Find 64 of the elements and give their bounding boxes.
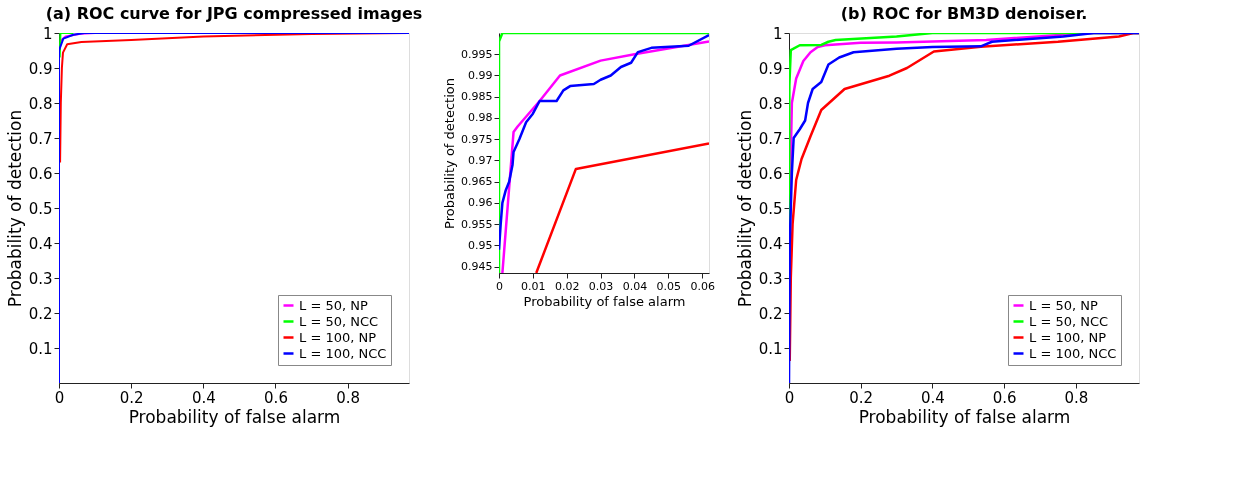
- x-axis-title: Probability of false alarm: [128, 406, 341, 427]
- y-tick-label: 0.3: [758, 269, 783, 288]
- y-tick-label: 0.9: [28, 59, 53, 78]
- y-tick-label: 0.1: [758, 339, 783, 358]
- y-tick-label: 0.97: [468, 153, 493, 167]
- x-tick-label: 0.4: [191, 388, 216, 407]
- legend-label: L = 50, NP: [299, 297, 368, 313]
- y-tick-label: 0.95: [468, 238, 493, 252]
- chart-title: (b) ROC for BM3D denoiser.: [840, 4, 1088, 23]
- y-tick-label: 0.995: [461, 47, 493, 61]
- x-tick-label: 0.8: [336, 388, 361, 407]
- y-tick-label: 0.5: [758, 199, 783, 218]
- legend-label: L = 50, NCC: [1029, 313, 1109, 329]
- y-axis-title: Probability of detection: [442, 78, 458, 229]
- x-tick-label: 0.06: [690, 279, 715, 293]
- x-tick-label: 0.01: [521, 279, 546, 293]
- y-tick-label: 0.2: [758, 304, 783, 323]
- y-tick-label: 1: [772, 24, 783, 43]
- x-tick-label: 0: [496, 279, 503, 293]
- x-tick-label: 0: [784, 388, 795, 407]
- y-tick-label: 0.5: [28, 199, 53, 218]
- y-tick-label: 0.7: [758, 129, 783, 148]
- y-tick-label: 0.955: [461, 217, 493, 231]
- chart-title: (a) ROC curve for JPG compressed images: [45, 4, 423, 23]
- x-tick-label: 0.05: [656, 279, 682, 293]
- y-tick-label: 0.965: [461, 175, 493, 189]
- x-tick-label: 0.6: [264, 388, 288, 407]
- x-tick-label: 0.8: [1064, 388, 1089, 407]
- x-tick-label: 0.2: [119, 388, 144, 407]
- y-tick-label: 0.8: [28, 94, 53, 113]
- y-tick-label: 0.945: [461, 260, 493, 274]
- y-tick-label: 0.4: [28, 234, 53, 253]
- y-tick-label: 0.99: [468, 68, 493, 82]
- legend-label: L = 50, NCC: [299, 313, 379, 329]
- x-tick-label: 0.2: [849, 388, 874, 407]
- legend-label: L = 100, NCC: [1029, 345, 1117, 361]
- y-tick-label: 0.6: [758, 164, 783, 183]
- x-tick-label: 0.03: [588, 279, 614, 293]
- y-tick-label: 0.985: [461, 90, 493, 104]
- y-axis-title: Probability of detection: [4, 109, 25, 308]
- y-tick-label: 0.4: [758, 234, 783, 253]
- y-tick-label: 0.6: [28, 164, 53, 183]
- y-tick-label: 1: [42, 24, 53, 43]
- y-tick-label: 0.975: [461, 132, 493, 146]
- x-tick-label: 0.02: [554, 279, 580, 293]
- legend-label: L = 50, NP: [1029, 297, 1098, 313]
- legend-label: L = 100, NP: [1029, 329, 1107, 345]
- x-tick-label: 0: [54, 388, 65, 407]
- x-tick-label: 0.4: [921, 388, 945, 407]
- y-tick-label: 0.3: [28, 269, 53, 288]
- legend-label: L = 100, NCC: [299, 345, 387, 361]
- x-axis-title: Probability of false alarm: [858, 406, 1071, 427]
- y-tick-label: 0.2: [28, 304, 53, 323]
- y-tick-label: 0.98: [468, 111, 493, 125]
- y-tick-label: 0.7: [28, 129, 53, 148]
- y-tick-label: 0.1: [28, 339, 53, 358]
- x-tick-label: 0.6: [992, 388, 1017, 407]
- x-tick-label: 0.04: [622, 279, 648, 293]
- x-axis-title: Probability of false alarm: [523, 293, 686, 309]
- y-tick-label: 0.9: [758, 59, 783, 78]
- y-axis-title: Probability of detection: [734, 109, 755, 308]
- y-tick-label: 0.96: [468, 196, 493, 210]
- legend-label: L = 100, NP: [299, 329, 377, 345]
- y-tick-label: 0.8: [758, 94, 783, 113]
